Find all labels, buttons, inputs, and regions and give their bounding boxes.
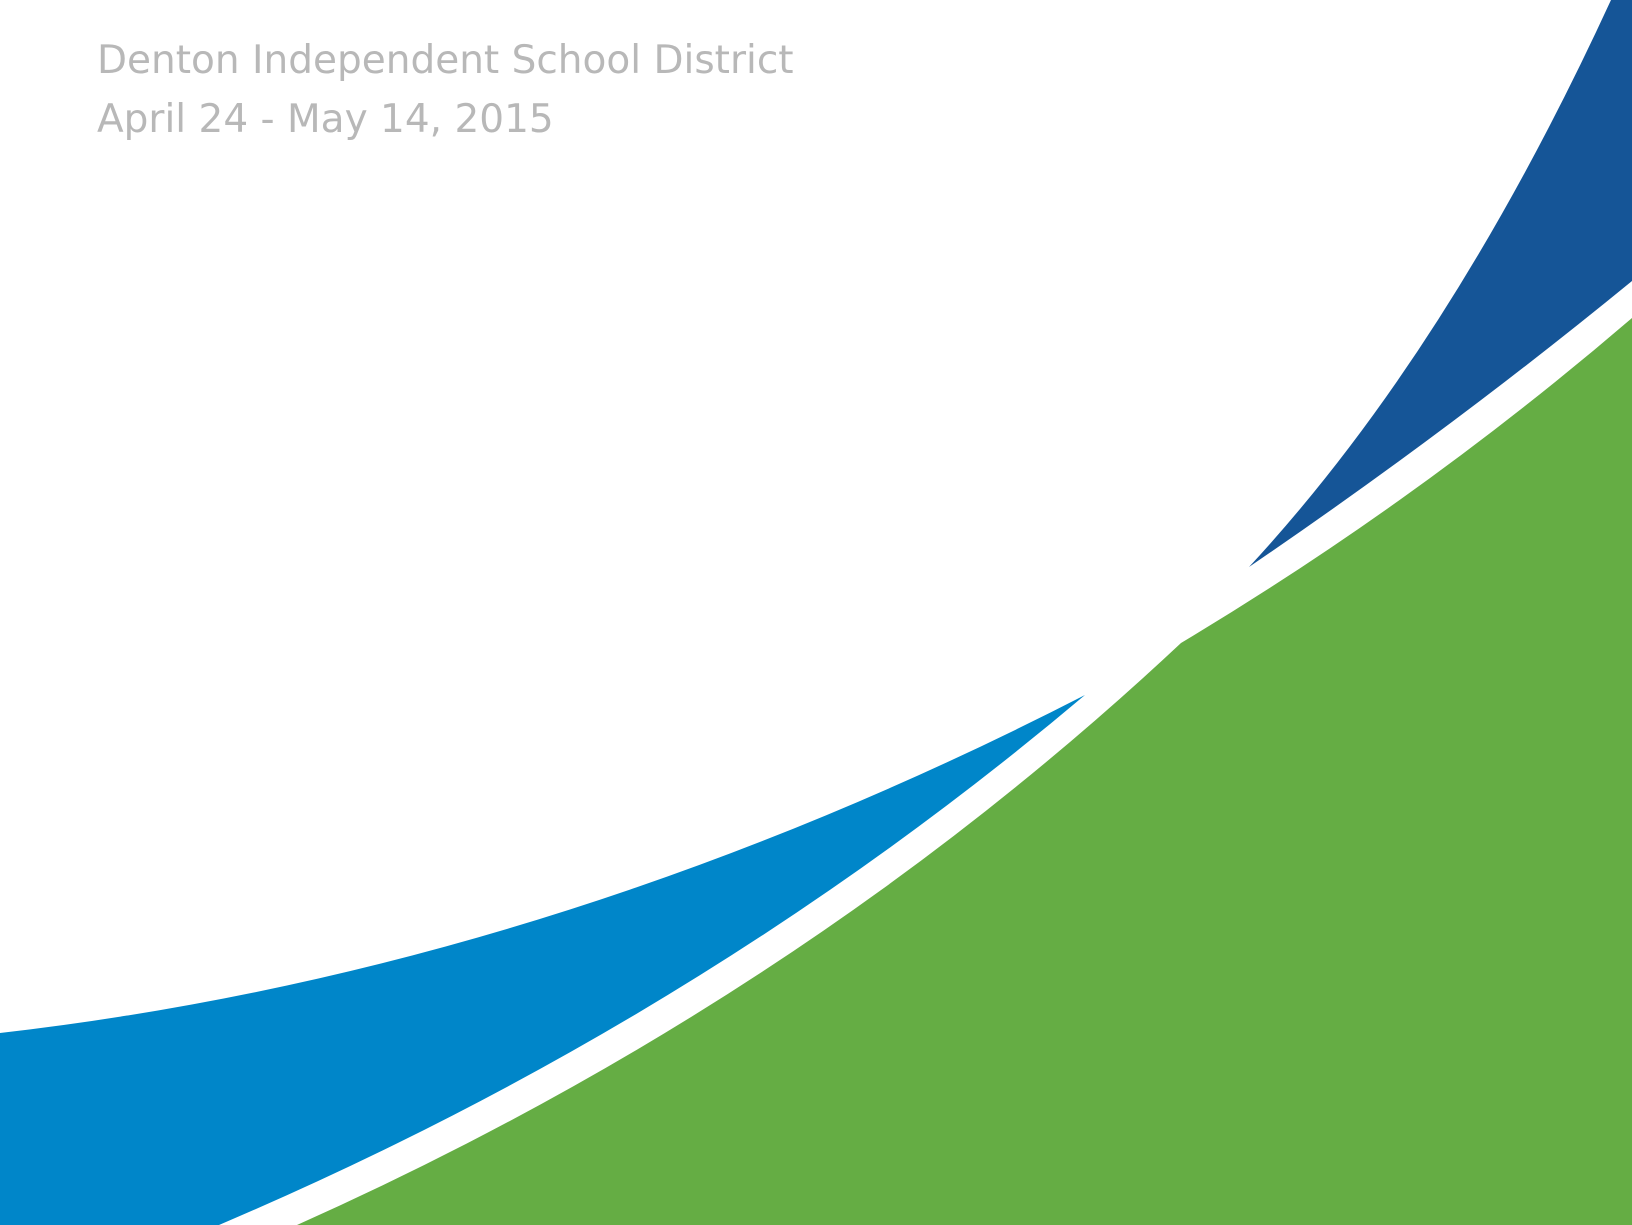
dark-blue-swoosh <box>1249 0 1632 567</box>
light-blue-swoosh <box>0 695 1085 1225</box>
district-title: Denton Independent School District <box>97 38 794 83</box>
green-swoosh <box>297 318 1632 1225</box>
date-range: April 24 - May 14, 2015 <box>97 97 554 142</box>
